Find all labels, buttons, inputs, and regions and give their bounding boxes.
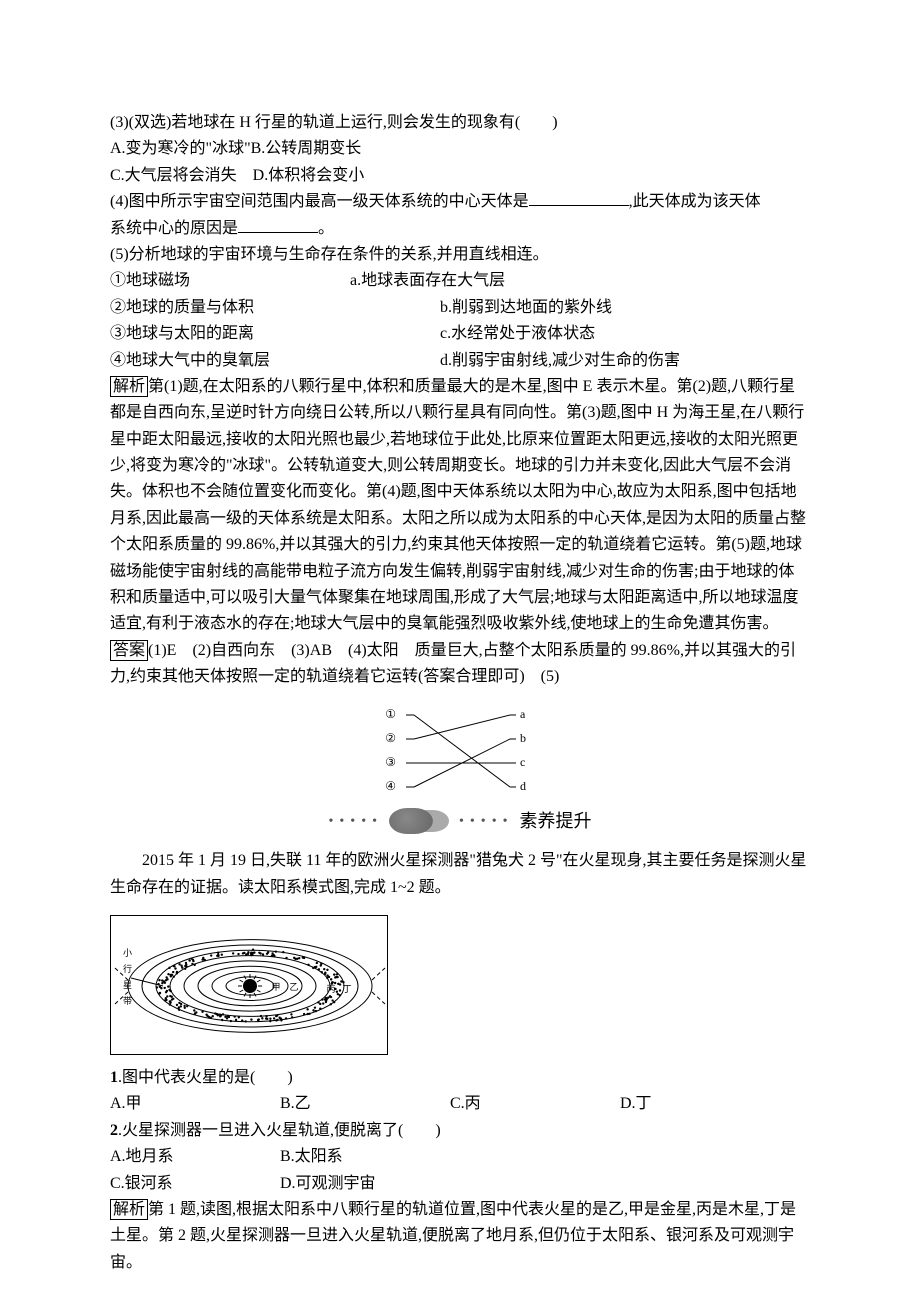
suyang-row: ••••• ••••• 素养提升 — [110, 807, 810, 837]
q5-row-1-right: b.削弱到达地面的紫外线 — [440, 295, 612, 321]
q5-row-1: ②地球的质量与体积 b.削弱到达地面的紫外线 — [110, 295, 810, 321]
q2-opts-row2: C.银河系 D.可观测宇宙 — [110, 1171, 810, 1197]
match-diagram-svg: ① ② ③ ④ abcd — [370, 697, 550, 797]
q3-row-ab: A.变为寒冷的"冰球"B.公转周期变长 — [110, 136, 810, 162]
q4-stem-head: (4)图中所示宇宙空间范围内最高一级天体系统的中心天体是 — [110, 193, 529, 210]
q5-row-0-right: a.地球表面存在大气层 — [350, 268, 505, 294]
svg-text:丙: 丙 — [326, 984, 335, 994]
svg-text:b: b — [520, 730, 526, 744]
match-diagram: ① ② ③ ④ abcd — [110, 697, 810, 797]
q4-blank1[interactable] — [529, 190, 629, 206]
svg-text:c: c — [520, 754, 525, 768]
q5-row-2-left: ③地球与太阳的距离 — [110, 321, 440, 347]
q2-D: D.可观测宇宙 — [280, 1171, 450, 1197]
q5-row-0-left: ①地球磁场 — [110, 268, 350, 294]
q4-stem-mid: ,此天体成为该天体 — [629, 193, 761, 210]
suyang-dots-right: ••••• — [459, 810, 514, 833]
q3-row-cd: C.大气层将会消失 D.体积将会变小 — [110, 163, 810, 189]
svg-text:甲: 甲 — [271, 982, 280, 992]
suyang-dots-left: ••••• — [328, 810, 383, 833]
q2-opts-row1: A.地月系 B.太阳系 — [110, 1144, 810, 1170]
q1-stem: 1.图中代表火星的是( ) — [110, 1065, 810, 1091]
q2-C: C.银河系 — [110, 1171, 280, 1197]
q1-D: D.丁 — [620, 1091, 790, 1117]
daan-label: 答案 — [110, 640, 148, 661]
jiexi-text: 第(1)题,在太阳系的八颗行星中,体积和质量最大的是木星,图中 E 表示木星。第… — [110, 378, 806, 633]
solar-diagram-wrap: 小行星带 甲乙 丙丁 — [110, 915, 810, 1055]
q1-C: C.丙 — [450, 1091, 620, 1117]
jiexi2-text: 第 1 题,读图,根据太阳系中八颗行星的轨道位置,图中代表火星的是乙,甲是金星,… — [110, 1201, 796, 1271]
q2-stem: 2.火星探测器一旦进入火星轨道,便脱离了( ) — [110, 1118, 810, 1144]
passage-text: 2015 年 1 月 19 日,失联 11 年的欧洲火星探测器"猎兔犬 2 号"… — [110, 848, 810, 901]
svg-text:行: 行 — [123, 963, 132, 974]
q4-stem-line2-tail: 。 — [318, 220, 334, 237]
q1-A: A.甲 — [110, 1091, 280, 1117]
q5-row-2: ③地球与太阳的距离 c.水经常处于液体状态 — [110, 321, 810, 347]
suyang-title: 素养提升 — [520, 807, 592, 837]
jiexi-label: 解析 — [110, 376, 148, 397]
q5-stem: (5)分析地球的宇宙环境与生命存在条件的关系,并用直线相连。 — [110, 242, 810, 268]
q1-B: B.乙 — [280, 1091, 450, 1117]
svg-text:④: ④ — [385, 778, 396, 792]
svg-text:带: 带 — [123, 996, 132, 1006]
daan-text: (1)E (2)自西向东 (3)AB (4)太阳 质量巨大,占整个太阳系质量的 … — [110, 642, 796, 685]
q1-opts: A.甲 B.乙 C.丙 D.丁 — [110, 1091, 810, 1117]
q3-stem: (3)(双选)若地球在 H 行星的轨道上运行,则会发生的现象有( ) — [110, 110, 810, 136]
svg-text:星: 星 — [123, 980, 132, 990]
q4-line1: (4)图中所示宇宙空间范围内最高一级天体系统的中心天体是 ,此天体成为该天体 — [110, 189, 810, 215]
jiexi2-block: 解析第 1 题,读图,根据太阳系中八颗行星的轨道位置,图中代表火星的是乙,甲是金… — [110, 1197, 810, 1276]
q5-row-3-right: d.削弱宇宙射线,减少对生命的伤害 — [440, 348, 680, 374]
svg-text:d: d — [520, 778, 526, 792]
q4-line2: 系统中心的原因是 。 — [110, 216, 810, 242]
q4-stem-line2-head: 系统中心的原因是 — [110, 220, 238, 237]
svg-text:①: ① — [385, 706, 396, 720]
q5-row-2-right: c.水经常处于液体状态 — [440, 321, 595, 347]
daan-block: 答案(1)E (2)自西向东 (3)AB (4)太阳 质量巨大,占整个太阳系质量… — [110, 638, 810, 691]
jiexi-block: 解析第(1)题,在太阳系的八颗行星中,体积和质量最大的是木星,图中 E 表示木星… — [110, 374, 810, 638]
q5-row-3: ④地球大气中的臭氧层 d.削弱宇宙射线,减少对生命的伤害 — [110, 348, 810, 374]
svg-text:③: ③ — [385, 754, 396, 768]
svg-text:丁: 丁 — [342, 984, 351, 994]
pebble-icon — [389, 808, 433, 834]
q1-num: 1 — [110, 1069, 118, 1086]
q2-B: B.太阳系 — [280, 1144, 450, 1170]
q5-row-0: ①地球磁场 a.地球表面存在大气层 — [110, 268, 810, 294]
q5-row-3-left: ④地球大气中的臭氧层 — [110, 348, 440, 374]
q2-stem-t: .火星探测器一旦进入火星轨道,便脱离了( ) — [118, 1122, 441, 1139]
solar-diagram: 小行星带 甲乙 丙丁 — [110, 915, 388, 1055]
q5-row-1-left: ②地球的质量与体积 — [110, 295, 440, 321]
q2-A: A.地月系 — [110, 1144, 280, 1170]
jiexi2-label: 解析 — [110, 1199, 148, 1220]
svg-text:a: a — [520, 706, 526, 720]
q4-blank2[interactable] — [238, 217, 318, 233]
q2-num: 2 — [110, 1122, 118, 1139]
svg-text:②: ② — [385, 730, 396, 744]
svg-text:小: 小 — [123, 948, 132, 958]
svg-text:乙: 乙 — [289, 982, 298, 992]
q1-stem-t: .图中代表火星的是( ) — [118, 1069, 293, 1086]
